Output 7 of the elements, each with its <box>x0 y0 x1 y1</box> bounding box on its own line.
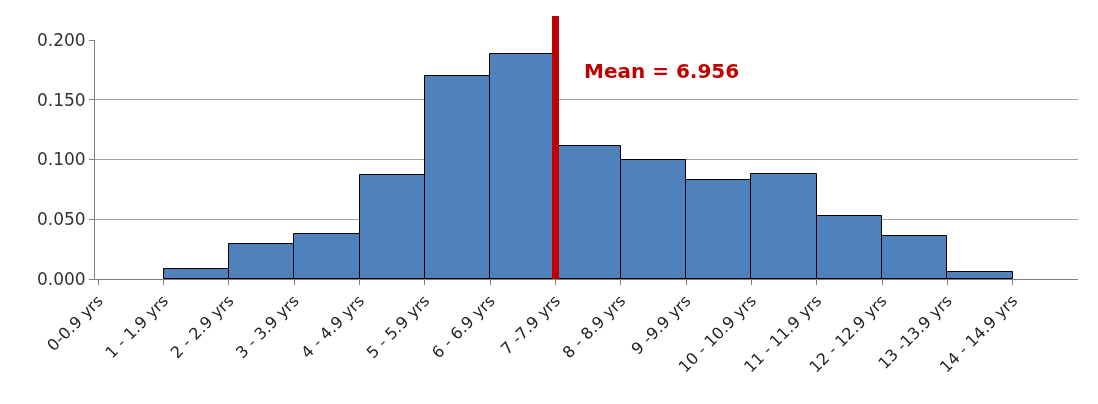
y-tick-label: 0.200 <box>36 29 86 50</box>
y-tick-label: 0.000 <box>36 268 86 289</box>
y-tick-label: 0.100 <box>36 149 86 170</box>
y-tick-label: 0.150 <box>36 89 86 110</box>
ref-line-label: Mean = 6.956 <box>584 59 740 83</box>
y-tick-label: 0.050 <box>36 209 86 230</box>
x-tick-label: 7 -7.9 yrs <box>496 291 564 359</box>
